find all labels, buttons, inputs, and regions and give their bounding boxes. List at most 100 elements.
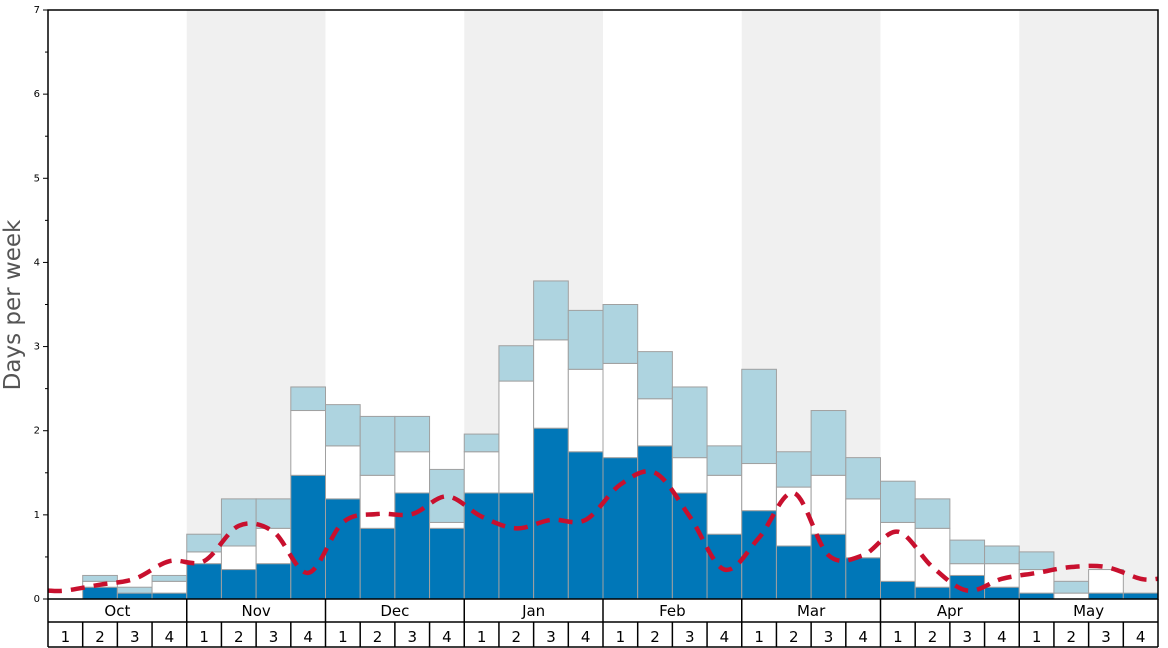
bar-top	[810, 410, 847, 476]
y-tick-label: 7	[34, 5, 40, 16]
week-label: 4	[858, 628, 868, 646]
bar-bottom	[116, 592, 153, 600]
bar-middle	[567, 368, 604, 453]
bar-top	[220, 498, 257, 547]
month-label: Apr	[937, 602, 964, 620]
bar-top	[151, 574, 188, 582]
x-axis: Oct 1 2 3 4 Nov 1 2 3 4 Dec 1 2 3 4 Jan 1 2 3 4 Feb 1 2 3 4 Mar 1 2…	[47, 599, 1159, 648]
week-label: 1	[893, 628, 903, 646]
bar-bottom	[359, 527, 396, 600]
bar-top	[741, 368, 777, 465]
bar-bottom	[810, 533, 847, 600]
bar-top	[498, 345, 535, 382]
bar-top	[463, 433, 500, 453]
bar-top	[290, 386, 326, 412]
bar-middle	[220, 545, 257, 571]
bar-top	[82, 574, 118, 582]
bar-top	[880, 480, 916, 523]
week-label: 1	[61, 628, 71, 646]
bar-top	[186, 533, 222, 553]
bar-top	[1053, 580, 1090, 594]
week-label: 3	[1101, 628, 1111, 646]
month-label: Jan	[521, 602, 545, 620]
bar-bottom	[255, 563, 292, 600]
average-line-path	[47, 469, 1159, 594]
bar-top	[602, 304, 639, 364]
bar-bottom	[880, 580, 916, 600]
bar-middle	[775, 486, 812, 547]
bar-top	[533, 280, 569, 341]
bar-bottom	[602, 457, 639, 600]
week-label: 4	[997, 628, 1007, 646]
y-tick-label: 2	[34, 426, 40, 437]
y-tick-label: 0	[34, 594, 40, 605]
bar-top	[116, 586, 153, 594]
bar-bottom	[186, 563, 222, 600]
month-band	[1019, 10, 1158, 599]
bar-bottom	[706, 533, 743, 600]
bar-middle	[671, 457, 708, 494]
month-label: May	[1073, 602, 1104, 620]
bar-middle	[255, 527, 292, 565]
bar-middle	[741, 463, 777, 512]
bar-middle	[706, 474, 743, 535]
bar-top	[394, 415, 431, 453]
week-label: 3	[685, 628, 695, 646]
week-label: 1	[199, 628, 209, 646]
month-label: Mar	[797, 602, 826, 620]
bar-middle	[325, 445, 361, 500]
bar-middle	[359, 474, 396, 529]
bar-top	[429, 468, 465, 523]
y-axis-label: Days per week	[0, 219, 26, 390]
week-label: 3	[962, 628, 972, 646]
bar-bottom	[533, 427, 569, 600]
bar-bottom	[1088, 592, 1124, 600]
week-label: 2	[1067, 628, 1077, 646]
week-label: 2	[234, 628, 244, 646]
bar-top	[325, 404, 361, 447]
bar-top	[914, 498, 951, 529]
week-label: 4	[303, 628, 313, 646]
y-tick-label: 1	[34, 510, 40, 521]
week-label: 1	[338, 628, 348, 646]
y-tick-label: 5	[34, 173, 40, 184]
bar-middle	[533, 339, 569, 429]
bar-middle	[290, 410, 326, 476]
week-label: 1	[477, 628, 487, 646]
bar-top	[637, 351, 673, 400]
bar-stacks	[82, 280, 1159, 600]
week-label: 2	[650, 628, 660, 646]
bar-middle	[637, 398, 673, 447]
bar-top	[775, 451, 812, 488]
week-label: 4	[165, 628, 175, 646]
bar-bottom	[1122, 592, 1159, 600]
bar-bottom	[637, 445, 673, 600]
week-label: 2	[95, 628, 105, 646]
week-label: 1	[1032, 628, 1042, 646]
bar-bottom	[429, 527, 465, 600]
week-label: 3	[824, 628, 834, 646]
y-tick-label: 3	[34, 342, 40, 353]
bar-middle	[949, 563, 986, 576]
week-label: 4	[1136, 628, 1146, 646]
bar-middle	[602, 362, 639, 459]
week-label: 3	[130, 628, 140, 646]
bar-bottom	[151, 592, 188, 600]
month-label: Feb	[659, 602, 686, 620]
y-axis: 0 1 2 3 4 5 6 7	[34, 5, 48, 605]
week-label: 4	[720, 628, 730, 646]
average-line	[47, 469, 1159, 594]
week-label: 1	[754, 628, 764, 646]
bar-middle	[498, 380, 535, 494]
bar-top	[1018, 551, 1055, 571]
bar-bottom	[775, 545, 812, 600]
week-label: 3	[546, 628, 556, 646]
bar-bottom	[671, 492, 708, 600]
bar-middle	[394, 451, 431, 494]
week-label: 4	[581, 628, 591, 646]
bar-bottom	[82, 586, 118, 600]
bar-middle	[810, 474, 847, 535]
month-label: Nov	[241, 602, 270, 620]
bar-top	[984, 545, 1020, 565]
